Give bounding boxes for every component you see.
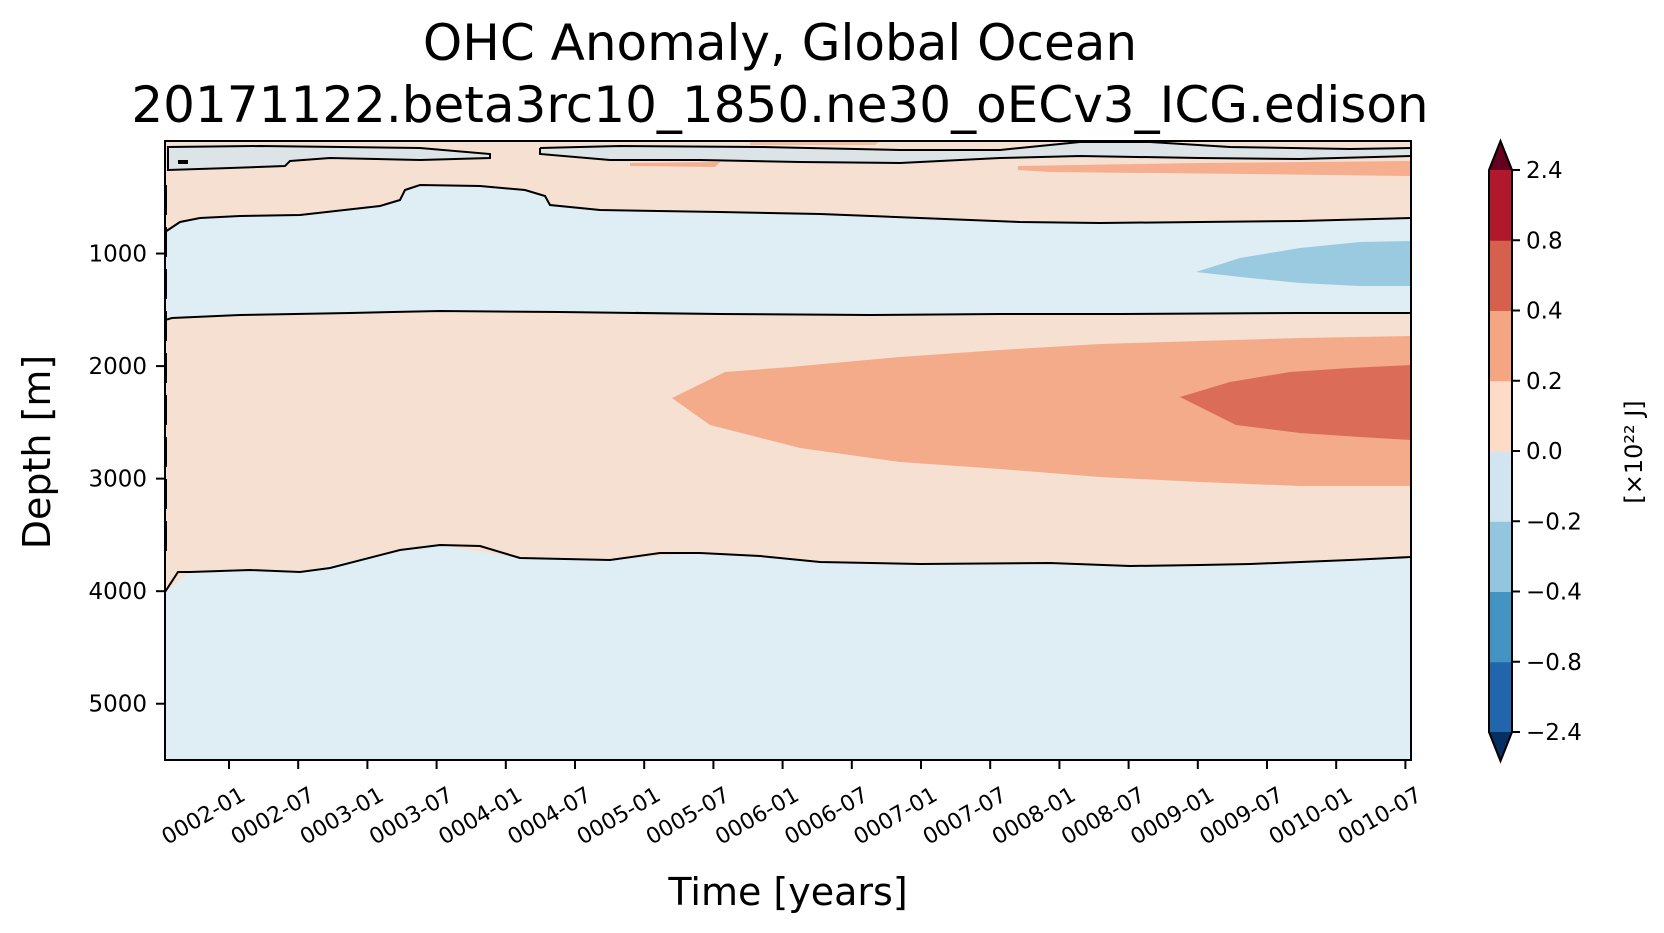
band-surface-positive-patch (630, 162, 720, 167)
zero-contour-line (165, 183, 1411, 233)
y-tick-label: 2000 (88, 354, 147, 380)
band-mid-positive (165, 141, 1411, 232)
colorbar-extend-max (1489, 141, 1512, 170)
band-deep-positive-strong (672, 336, 1411, 486)
band-mid-negative-tongue (1196, 241, 1411, 286)
colorbar-band (1489, 380, 1512, 452)
y-axis: 1000 2000 3000 4000 5000 (88, 242, 165, 718)
colorbar-tick-label: −0.4 (1526, 580, 1582, 606)
y-tick-label: 3000 (88, 467, 147, 493)
colorbar-tick-label: −0.2 (1526, 509, 1582, 535)
zero-contour-line (539, 141, 1411, 165)
colorbar-extend-min (1489, 732, 1512, 761)
band-deep-positive-max (1180, 365, 1411, 440)
colorbar-tick-label: −2.4 (1526, 720, 1582, 746)
colorbar-label: [×10²² J] (1620, 400, 1648, 503)
colorbar-band (1489, 240, 1512, 311)
x-axis: 0002-010002-070003-010003-070004-010004-… (158, 760, 1426, 850)
colorbar-tick-label: −0.8 (1526, 650, 1582, 676)
colorbar-band (1489, 451, 1512, 522)
colorbar-band (1489, 310, 1512, 382)
zero-contour-line (165, 543, 1411, 593)
colorbar-tick-label: 0.0 (1526, 439, 1563, 465)
colorbar: −2.4 −0.8 −0.4 −0.2 0.0 0.2 0.4 0.8 2.4 (1488, 138, 1582, 764)
x-axis-label: Time [years] (667, 870, 907, 914)
colorbar-tick-label: 2.4 (1526, 158, 1563, 184)
band-surface-positive-right (1018, 161, 1411, 176)
colorbar-band (1489, 661, 1512, 733)
y-tick-label: 1000 (88, 242, 147, 268)
plot-frame (164, 140, 1412, 761)
y-tick-label: 5000 (88, 692, 147, 718)
colorbar-band (1489, 170, 1512, 241)
colorbar-tick-label: 0.8 (1526, 228, 1563, 254)
colorbar-band (1489, 591, 1512, 663)
y-tick-label: 4000 (88, 579, 147, 605)
chart-title: OHC Anomaly, Global Ocean (423, 14, 1137, 72)
colorbar-tick-label: 0.2 (1526, 369, 1563, 395)
colorbar-band (1489, 521, 1512, 592)
colorbar-tick-label: 0.4 (1526, 299, 1563, 325)
contour-field (165, 141, 1411, 760)
zero-contour-line (167, 144, 491, 172)
zero-contour-line (165, 309, 1411, 321)
y-axis-label: Depth [m] (15, 355, 59, 550)
chart-subtitle: 20171122.beta3rc10_1850.ne30_oECv3_ICG.e… (131, 76, 1428, 134)
